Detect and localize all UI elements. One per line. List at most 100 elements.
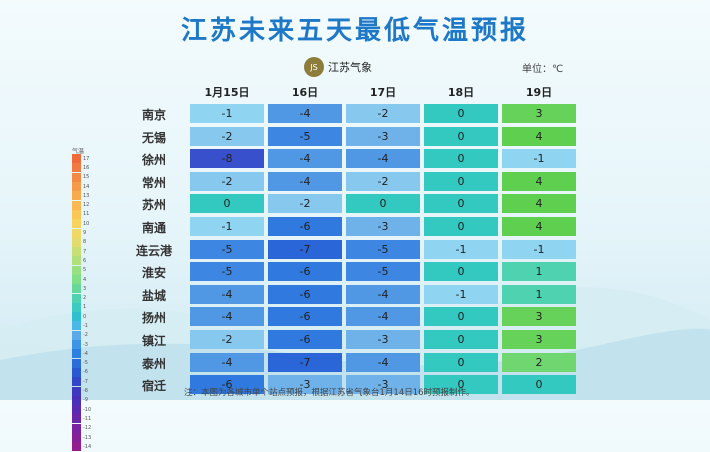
legend-swatch — [72, 386, 81, 396]
legend-swatch — [72, 340, 81, 350]
temp-cell: -4 — [346, 307, 420, 327]
temp-cell: -4 — [346, 352, 420, 372]
temp-cell: 3 — [502, 307, 576, 327]
temp-cell: -5 — [346, 262, 420, 282]
temp-cell: -3 — [346, 330, 420, 349]
legend-label: -10 — [83, 406, 92, 413]
legend-row: 12 — [72, 200, 98, 210]
temp-cell: 0 — [424, 194, 498, 214]
day-header: 1月15日 — [204, 86, 250, 99]
legend-label: -1 — [83, 322, 88, 329]
temp-cell: 0 — [424, 262, 498, 282]
legend-row: -12 — [72, 423, 98, 433]
temp-cell: -5 — [346, 239, 420, 259]
temp-cell: 0 — [424, 330, 498, 349]
legend-swatch — [72, 163, 81, 173]
legend-row: -4 — [72, 349, 98, 359]
temp-cell: -4 — [268, 171, 342, 191]
legend-label: 12 — [83, 202, 90, 209]
legend-row: -6 — [72, 367, 98, 377]
day-header: 16日 — [291, 86, 319, 99]
temp-cell: 0 — [424, 217, 498, 236]
footnote: 注：本图为各城市单个站点预报，根据江苏省气象台1月14日16时预报制作。 — [184, 388, 475, 398]
legend-label: -7 — [83, 378, 88, 385]
temp-cell: -6 — [268, 217, 342, 236]
legend-label: 1 — [83, 304, 87, 311]
city-name: 南京 — [141, 108, 166, 122]
jiangsu-weather-logo-icon: JS — [304, 57, 324, 77]
temp-cell: 0 — [424, 352, 498, 372]
legend-swatch — [72, 442, 81, 452]
legend-label: 17 — [83, 155, 90, 162]
temp-cell: -2 — [190, 126, 264, 146]
temp-cell: 4 — [502, 126, 576, 146]
legend-swatch — [72, 377, 81, 387]
legend-swatch — [72, 312, 81, 322]
legend-label: 2 — [83, 295, 87, 302]
temp-cell: -7 — [268, 352, 342, 372]
temp-cell: -2 — [190, 171, 264, 191]
legend-swatch — [72, 182, 81, 192]
temp-cell: 2 — [502, 352, 576, 372]
day-header: 17日 — [369, 86, 397, 99]
legend-label: 8 — [83, 239, 87, 246]
temp-cell: 0 — [346, 194, 420, 214]
legend-label: -2 — [83, 332, 88, 339]
temp-cell: -6 — [268, 284, 342, 304]
temp-cell: -4 — [190, 307, 264, 327]
legend-swatch — [72, 228, 81, 238]
temp-cell: 0 — [424, 104, 498, 123]
legend-label: 4 — [83, 276, 87, 283]
temp-cell: -6 — [268, 330, 342, 349]
logo-text: 江苏气象 — [328, 61, 372, 74]
legend-row: 2 — [72, 293, 98, 303]
legend-swatch — [72, 349, 81, 359]
temp-cell: -4 — [346, 149, 420, 169]
city-name: 扬州 — [141, 311, 166, 326]
legend-row: 7 — [72, 247, 98, 257]
legend-label: 11 — [83, 211, 90, 218]
legend-row: 1 — [72, 302, 98, 312]
temp-cell: 1 — [502, 284, 576, 304]
legend-label: -14 — [83, 443, 92, 450]
legend-row: -11 — [72, 414, 98, 424]
temp-cell: -2 — [190, 330, 264, 349]
temp-cell: -1 — [424, 239, 498, 259]
legend-row: 15 — [72, 172, 98, 182]
legend-row: -7 — [72, 377, 98, 387]
legend-swatch — [72, 191, 81, 201]
temp-cell: -5 — [190, 239, 264, 259]
legend-swatch — [72, 433, 81, 443]
legend-row: 9 — [72, 228, 98, 238]
temp-cell: 3 — [502, 104, 576, 123]
legend-row: 4 — [72, 275, 98, 284]
legend-swatch — [72, 358, 81, 368]
legend-row: 0 — [72, 312, 98, 322]
legend-label: -9 — [83, 397, 88, 404]
city-name: 常州 — [141, 175, 166, 190]
legend-label: 6 — [83, 257, 87, 264]
legend-label: 15 — [83, 174, 90, 181]
legend-label: 16 — [83, 164, 90, 171]
legend-label: -8 — [83, 388, 88, 395]
unit-label: 单位：℃ — [522, 64, 564, 75]
legend-swatch — [72, 414, 81, 424]
day-header: 18日 — [447, 86, 475, 99]
legend-row: -3 — [72, 340, 98, 350]
legend-label: 9 — [83, 230, 87, 237]
temp-cell: -6 — [268, 262, 342, 282]
temp-cell: -7 — [268, 239, 342, 259]
legend-swatch — [72, 237, 81, 247]
legend-swatch — [72, 200, 81, 210]
legend-row: -13 — [72, 433, 98, 443]
city-name: 镇江 — [141, 334, 166, 348]
legend-label: 13 — [83, 192, 90, 199]
legend-swatch — [72, 367, 81, 377]
temp-cell: 3 — [502, 330, 576, 349]
legend-label: 0 — [83, 313, 87, 320]
temp-cell: -6 — [268, 307, 342, 327]
legend-label: -6 — [83, 369, 88, 376]
legend-swatch — [72, 302, 81, 312]
temp-cell: -2 — [346, 104, 420, 123]
legend-label: -5 — [83, 360, 88, 367]
